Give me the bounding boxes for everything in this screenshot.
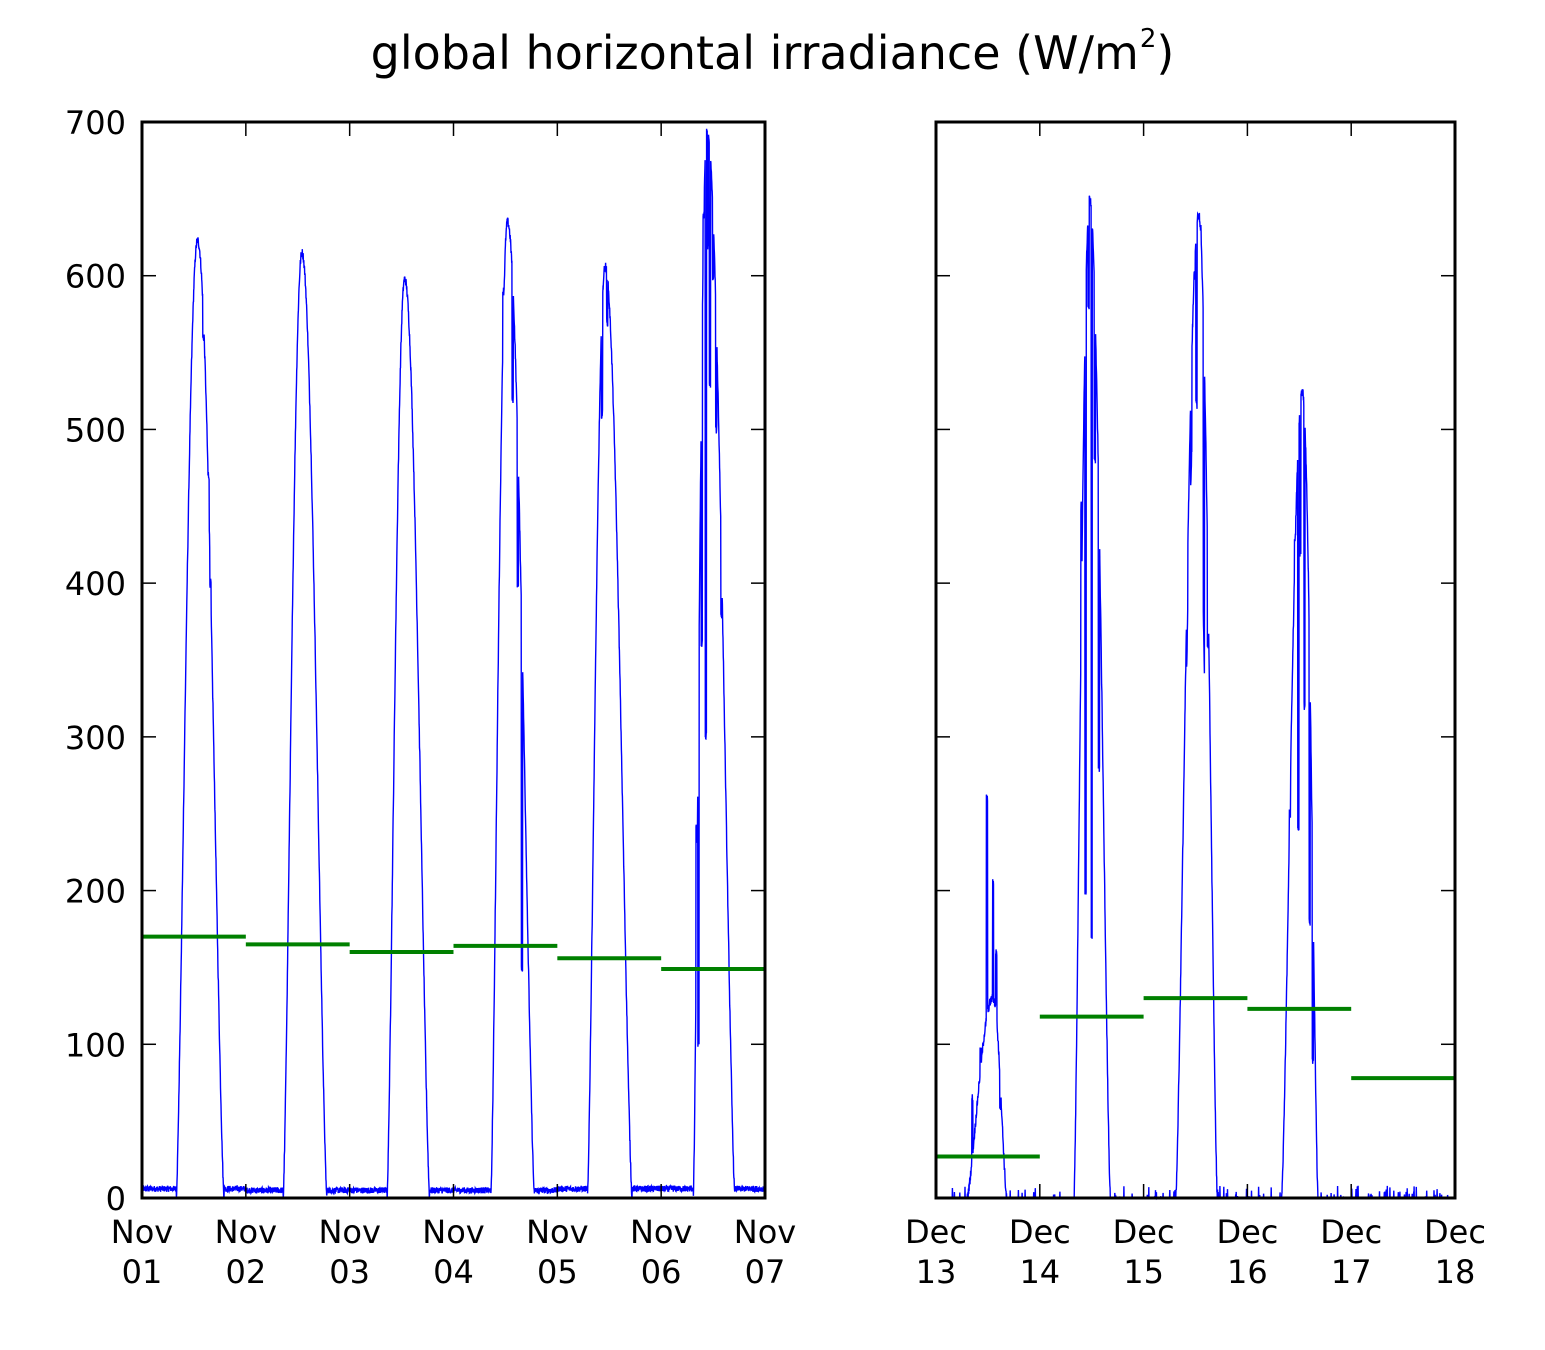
y-tick-label: 700 (65, 104, 126, 142)
y-tick-label: 600 (65, 258, 126, 296)
y-tick-label: 500 (65, 411, 126, 449)
x-tick-label-day: 07 (745, 1253, 786, 1291)
x-tick-label-month: Nov (526, 1213, 588, 1251)
x-tick-label-day: 03 (329, 1253, 370, 1291)
panel-1: 0100200300400500600700Nov01Nov02Nov03Nov… (65, 104, 796, 1291)
x-tick-label-day: 13 (916, 1253, 957, 1291)
x-tick-label-day: 04 (433, 1253, 474, 1291)
x-tick-label-day: 14 (1019, 1253, 1060, 1291)
x-tick-label-month: Dec (1113, 1213, 1175, 1251)
y-tick-label: 400 (65, 565, 126, 603)
x-tick-label-day: 06 (641, 1253, 682, 1291)
axes-frame (140, 120, 767, 1200)
y-tick-label: 200 (65, 873, 126, 911)
x-tick-label-month: Nov (422, 1213, 484, 1251)
title-superscript: 2 (1139, 24, 1157, 54)
x-tick-label-month: Nov (215, 1213, 277, 1251)
x-tick-label-month: Nov (318, 1213, 380, 1251)
x-tick-label-month: Nov (630, 1213, 692, 1251)
x-tick-label-day: 15 (1123, 1253, 1164, 1291)
x-tick-label-month: Dec (1320, 1213, 1382, 1251)
irradiance-line (936, 195, 1456, 1201)
y-tick-label: 100 (65, 1026, 126, 1064)
x-tick-label-day: 18 (1435, 1253, 1476, 1291)
x-tick-label-month: Dec (1216, 1213, 1278, 1251)
x-tick-label-day: 02 (225, 1253, 266, 1291)
x-tick-label-day: 16 (1227, 1253, 1268, 1291)
chart-title: global horizontal irradiance (W/m2) (0, 24, 1545, 80)
x-tick-label-month: Nov (734, 1213, 796, 1251)
x-tick-label-month: Dec (905, 1213, 967, 1251)
y-tick-label: 0 (106, 1180, 126, 1218)
x-tick-label-day: 17 (1331, 1253, 1372, 1291)
x-tick-label-month: Dec (1424, 1213, 1486, 1251)
x-tick-label-day: 05 (537, 1253, 578, 1291)
title-suffix: ) (1156, 26, 1175, 80)
x-tick-label-month: Dec (1009, 1213, 1071, 1251)
irradiance-line (141, 128, 766, 1199)
y-tick-label: 300 (65, 719, 126, 757)
x-tick-label-day: 01 (122, 1253, 163, 1291)
x-tick-label-month: Nov (111, 1213, 173, 1251)
title-text: global horizontal irradiance (W/m (370, 26, 1139, 80)
axes-frame (934, 120, 1457, 1200)
